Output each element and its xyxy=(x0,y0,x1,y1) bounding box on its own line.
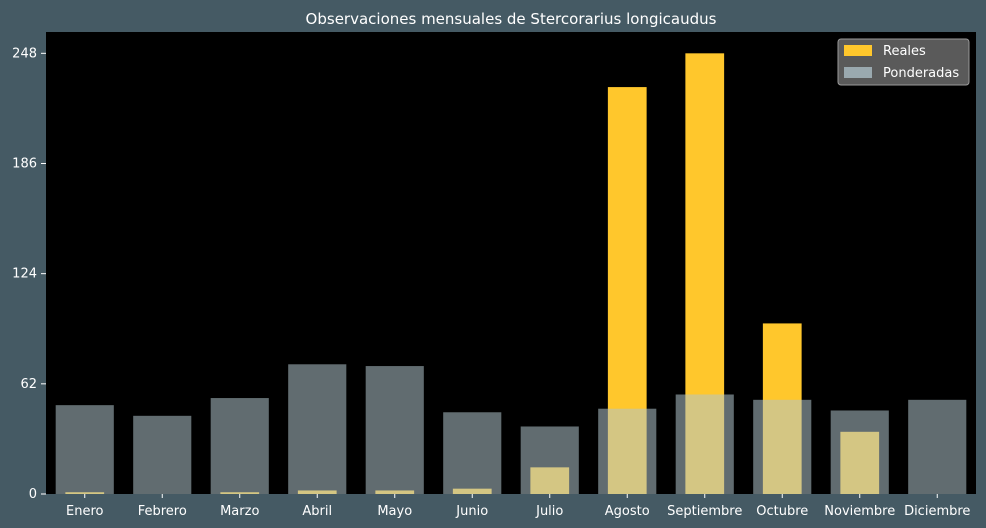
bar-ponderadas-5 xyxy=(365,366,424,494)
bar-ponderadas-3 xyxy=(210,398,269,494)
legend-swatch-reales xyxy=(844,45,872,56)
x-tick-label: Mayo xyxy=(377,504,412,519)
bar-ponderadas-11 xyxy=(830,410,889,494)
x-tick-label: Abril xyxy=(302,504,332,519)
x-tick-label: Noviembre xyxy=(824,504,895,519)
x-tick-label: Marzo xyxy=(220,504,259,519)
legend-swatch-ponderadas xyxy=(844,67,872,78)
series-ponderadas xyxy=(55,364,967,494)
plot-area xyxy=(46,32,976,494)
x-axis: Enero Febrero Marzo Abril Mayo Junio Julio Agos… xyxy=(66,494,970,519)
bar-ponderadas-7 xyxy=(520,426,579,494)
y-tick-label: 62 xyxy=(20,377,37,392)
bar-ponderadas-1 xyxy=(55,405,114,494)
x-tick-label: Junio xyxy=(455,504,488,519)
bar-ponderadas-10 xyxy=(753,399,812,494)
y-tick-label: 248 xyxy=(12,46,37,61)
legend-label-reales: Reales xyxy=(883,44,926,59)
bar-ponderadas-2 xyxy=(133,415,192,494)
legend-label-ponderadas: Ponderadas xyxy=(883,66,959,81)
x-tick-label: Septiembre xyxy=(667,504,742,519)
y-tick-label: 186 xyxy=(12,156,37,171)
x-tick-label: Febrero xyxy=(138,504,187,519)
bar-ponderadas-4 xyxy=(288,364,347,494)
bar-ponderadas-12 xyxy=(908,399,967,494)
x-tick-label: Octubre xyxy=(756,504,808,519)
y-axis: 0 62 124 186 248 xyxy=(12,46,46,502)
x-tick-label: Agosto xyxy=(605,504,650,519)
bar-ponderadas-9 xyxy=(675,394,734,494)
x-tick-label: Diciembre xyxy=(904,504,970,519)
bar-ponderadas-6 xyxy=(443,412,502,494)
y-tick-label: 124 xyxy=(12,267,37,282)
chart-title: Observaciones mensuales de Stercorarius … xyxy=(306,10,717,28)
x-tick-label: Enero xyxy=(66,504,104,519)
legend: Reales Ponderadas xyxy=(837,38,970,86)
y-tick-label: 0 xyxy=(29,487,37,502)
bar-ponderadas-8 xyxy=(598,408,657,494)
x-tick-label: Julio xyxy=(535,504,563,519)
